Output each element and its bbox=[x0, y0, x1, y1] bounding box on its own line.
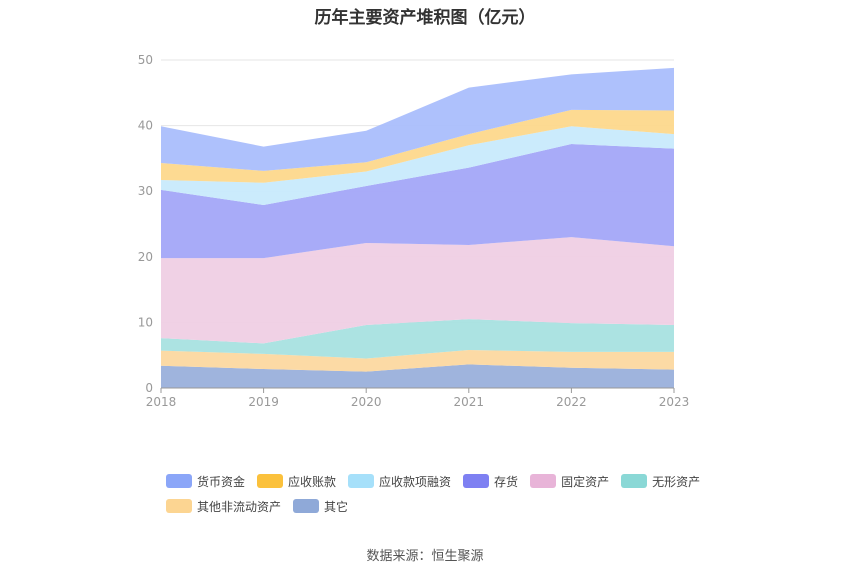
area-series-4 bbox=[161, 144, 674, 259]
legend-item[interactable]: 应收账款 bbox=[257, 472, 336, 490]
y-tick-label: 10 bbox=[138, 315, 153, 329]
legend-label: 其他非流动资产 bbox=[197, 499, 282, 514]
legend-label: 货币资金 bbox=[197, 474, 246, 489]
legend-item[interactable]: 应收款项融资 bbox=[348, 472, 451, 490]
area-series-1 bbox=[161, 350, 674, 372]
y-tick-label: 40 bbox=[138, 119, 153, 133]
area-series-0 bbox=[161, 364, 674, 388]
legend-label: 固定资产 bbox=[561, 474, 610, 489]
legend-row: 货币资金 应收账款 应收款项融资 存货 固定资产 无形资产其他非流动资产 其它 bbox=[166, 472, 726, 515]
y-tick-label: 20 bbox=[138, 250, 153, 264]
x-tick-label: 2019 bbox=[248, 395, 279, 409]
legend-label: 存货 bbox=[494, 474, 519, 489]
x-tick-label: 2021 bbox=[454, 395, 485, 409]
stacked-area-chart: 0 10 20 30 40 50 2018 2019 2020 2021 2022 2023 bbox=[138, 53, 690, 409]
area-series-6 bbox=[161, 109, 674, 183]
legend-swatch bbox=[166, 474, 192, 488]
chart-title: 历年主要资产堆积图（亿元） bbox=[314, 8, 536, 28]
y-tick-label: 0 bbox=[145, 381, 153, 395]
legend-item[interactable]: 无形资产 bbox=[621, 472, 700, 490]
legend-swatch bbox=[621, 474, 648, 488]
legend-label: 应收账款 bbox=[288, 474, 337, 489]
x-tick-label: 2023 bbox=[659, 395, 690, 409]
x-tick-label: 2018 bbox=[146, 395, 177, 409]
legend-swatch bbox=[463, 474, 490, 488]
legend-swatch bbox=[348, 474, 375, 488]
area-series-5 bbox=[161, 126, 674, 205]
legend-label: 应收款项融资 bbox=[379, 474, 452, 489]
legend-item[interactable]: 固定资产 bbox=[530, 472, 609, 490]
x-tick-label: 2020 bbox=[351, 395, 382, 409]
area-series-3 bbox=[161, 237, 674, 344]
data-source-note: 数据来源：恒生聚源 bbox=[366, 549, 484, 564]
legend-item[interactable]: 存货 bbox=[463, 472, 518, 490]
area-series-7 bbox=[161, 67, 674, 171]
area-series-2 bbox=[161, 319, 674, 359]
chart-legend: 货币资金 应收账款 应收款项融资 存货 固定资产 无形资产其他非流动资产 其它 bbox=[166, 472, 726, 515]
y-tick-label: 30 bbox=[138, 184, 153, 198]
legend-item[interactable]: 其他非流动资产 bbox=[166, 497, 281, 515]
x-tick-label: 2022 bbox=[556, 395, 587, 409]
legend-item[interactable]: 其它 bbox=[293, 497, 348, 515]
y-tick-label: 50 bbox=[138, 53, 153, 67]
legend-swatch bbox=[257, 474, 284, 488]
legend-swatch bbox=[530, 474, 557, 488]
legend-swatch bbox=[293, 499, 320, 513]
legend-label: 其它 bbox=[324, 499, 349, 514]
legend-label: 无形资产 bbox=[652, 474, 701, 489]
legend-item[interactable]: 货币资金 bbox=[166, 472, 245, 490]
legend-swatch bbox=[166, 499, 192, 513]
